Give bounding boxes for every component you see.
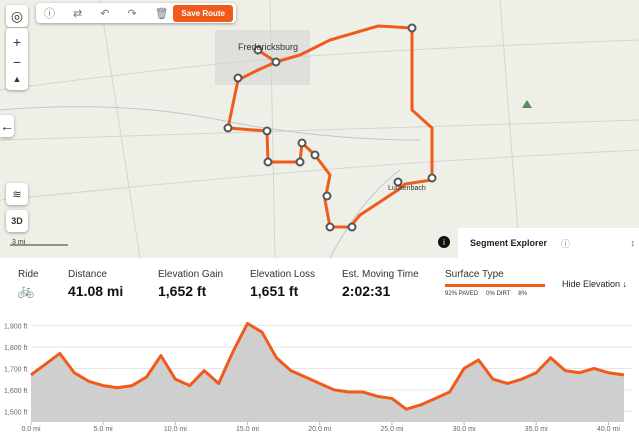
stat-label: Elevation Gain bbox=[158, 269, 224, 280]
y-tick-label: 1,600 ft bbox=[4, 388, 27, 395]
y-tick-label: 1,500 ft bbox=[4, 409, 27, 416]
elevation-line bbox=[30, 321, 625, 411]
stats-bar: Ride 🚲 Distance 41.08 mi Elevation Gain … bbox=[0, 258, 639, 311]
x-tick-label: 25.0 mi bbox=[380, 426, 403, 433]
segment-explorer[interactable]: Segment Explorer ⓘ ↕ bbox=[458, 228, 639, 258]
stat-label: Ride bbox=[18, 269, 39, 280]
hide-elevation-button[interactable]: Hide Elevation ↓ bbox=[562, 279, 628, 289]
y-tick-label: 1,700 ft bbox=[4, 366, 27, 373]
svg-text:i: i bbox=[443, 238, 445, 247]
toolbar: ⓘ ⇄ ↶ ↷ 🗑 Save Route bbox=[36, 3, 236, 23]
surface-paved: 92% PAVED bbox=[445, 291, 479, 297]
y-tick-label: 1,800 ft bbox=[4, 345, 27, 352]
surface-dirt: 0% DIRT bbox=[486, 291, 511, 297]
3d-button[interactable]: 3D bbox=[6, 210, 28, 232]
elevation-area bbox=[31, 323, 624, 422]
stat-label: Distance bbox=[68, 269, 107, 280]
stat-value: 1,651 ft bbox=[250, 283, 299, 299]
town-label: Luckenbach bbox=[388, 185, 426, 192]
stat-label: Elevation Loss bbox=[250, 269, 316, 280]
y-tick-label: 1,900 ft bbox=[4, 324, 27, 331]
x-tick-label: 0.0 mi bbox=[21, 426, 41, 433]
hide-label: Hide Elevation bbox=[562, 279, 621, 289]
x-tick-label: 15.0 mi bbox=[236, 426, 259, 433]
stat-label: Est. Moving Time bbox=[342, 269, 419, 280]
x-tick-label: 5.0 mi bbox=[94, 426, 114, 433]
locate-button[interactable]: ◎ bbox=[6, 5, 28, 27]
elevation-chart: 1,500 ft 1,600 ft 1,700 ft 1,800 ft 1,900 ft… bbox=[0, 310, 639, 439]
stat-value: 1,652 ft bbox=[158, 283, 207, 299]
stat-label: Surface Type bbox=[445, 269, 504, 280]
scale-label: 3 mi bbox=[12, 239, 26, 246]
surface-other: 8% bbox=[518, 291, 528, 297]
collapse-button[interactable]: ← bbox=[0, 115, 14, 137]
x-tick-label: 20.0 mi bbox=[308, 426, 331, 433]
layers-button[interactable]: ≋ bbox=[6, 183, 28, 205]
x-tick-label: 40.0 mi bbox=[597, 426, 620, 433]
town-label: Fredericksburg bbox=[238, 42, 298, 52]
map[interactable]: Fredericksburg Luckenbach 3 mi i bbox=[0, 0, 639, 258]
save-route-button[interactable]: Save Route bbox=[173, 5, 233, 22]
zoom-controls[interactable]: + − ▲ bbox=[6, 28, 28, 90]
stat-value: 41.08 mi bbox=[68, 283, 124, 299]
x-tick-label: 30.0 mi bbox=[453, 426, 476, 433]
stat-value: 2:02:31 bbox=[342, 283, 391, 299]
x-tick-label: 35.0 mi bbox=[525, 426, 548, 433]
panel-title: Segment Explorer bbox=[470, 238, 548, 248]
x-tick-label: 10.0 mi bbox=[164, 426, 187, 433]
